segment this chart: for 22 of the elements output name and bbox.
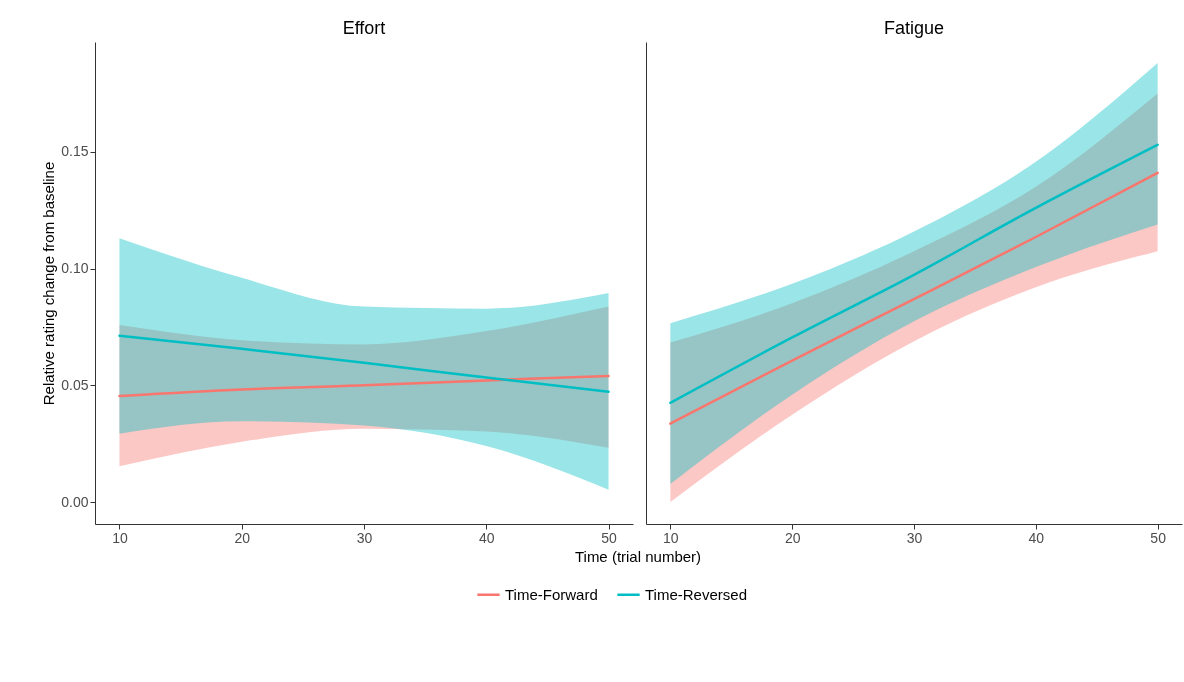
x-tick-label: 30 — [356, 529, 373, 546]
y-tick-label: 0.00 — [61, 493, 89, 510]
x-tick-label: 40 — [1028, 529, 1045, 546]
x-tick-label: 50 — [601, 529, 618, 546]
x-tick-label: 20 — [784, 529, 801, 546]
line-series — [118, 374, 610, 398]
x-tick-label: 30 — [906, 529, 923, 546]
y-axis-title: Relative rating change from baseline — [40, 161, 58, 406]
x-tick-label: 20 — [234, 529, 251, 546]
line-series — [118, 334, 610, 394]
y-tick-label: 0.10 — [61, 260, 89, 277]
x-tick-label: 10 — [663, 529, 679, 546]
y-tick-label: 0.05 — [61, 376, 89, 393]
chart-title: Effort — [342, 18, 386, 38]
x-axis-title: Time (trial number) — [574, 547, 702, 565]
x-tick-label: 50 — [1150, 529, 1167, 546]
legend-label: Time-Reversed — [645, 585, 747, 603]
y-tick-label: 0.15 — [61, 143, 89, 160]
x-tick-label: 40 — [478, 529, 495, 546]
x-tick-label: 10 — [112, 529, 128, 546]
chart-title: Fatigue — [883, 18, 945, 38]
legend-label: Time-Forward — [505, 585, 598, 603]
